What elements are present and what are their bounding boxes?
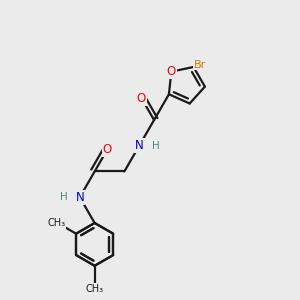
Text: N: N — [135, 139, 144, 152]
Text: O: O — [137, 92, 146, 105]
Text: CH₃: CH₃ — [85, 284, 104, 294]
Text: O: O — [167, 65, 176, 78]
Text: Br: Br — [194, 60, 206, 70]
Text: N: N — [75, 191, 84, 204]
Text: CH₃: CH₃ — [47, 218, 65, 228]
Text: H: H — [59, 192, 67, 202]
Text: O: O — [103, 143, 112, 156]
Text: H: H — [152, 141, 159, 151]
